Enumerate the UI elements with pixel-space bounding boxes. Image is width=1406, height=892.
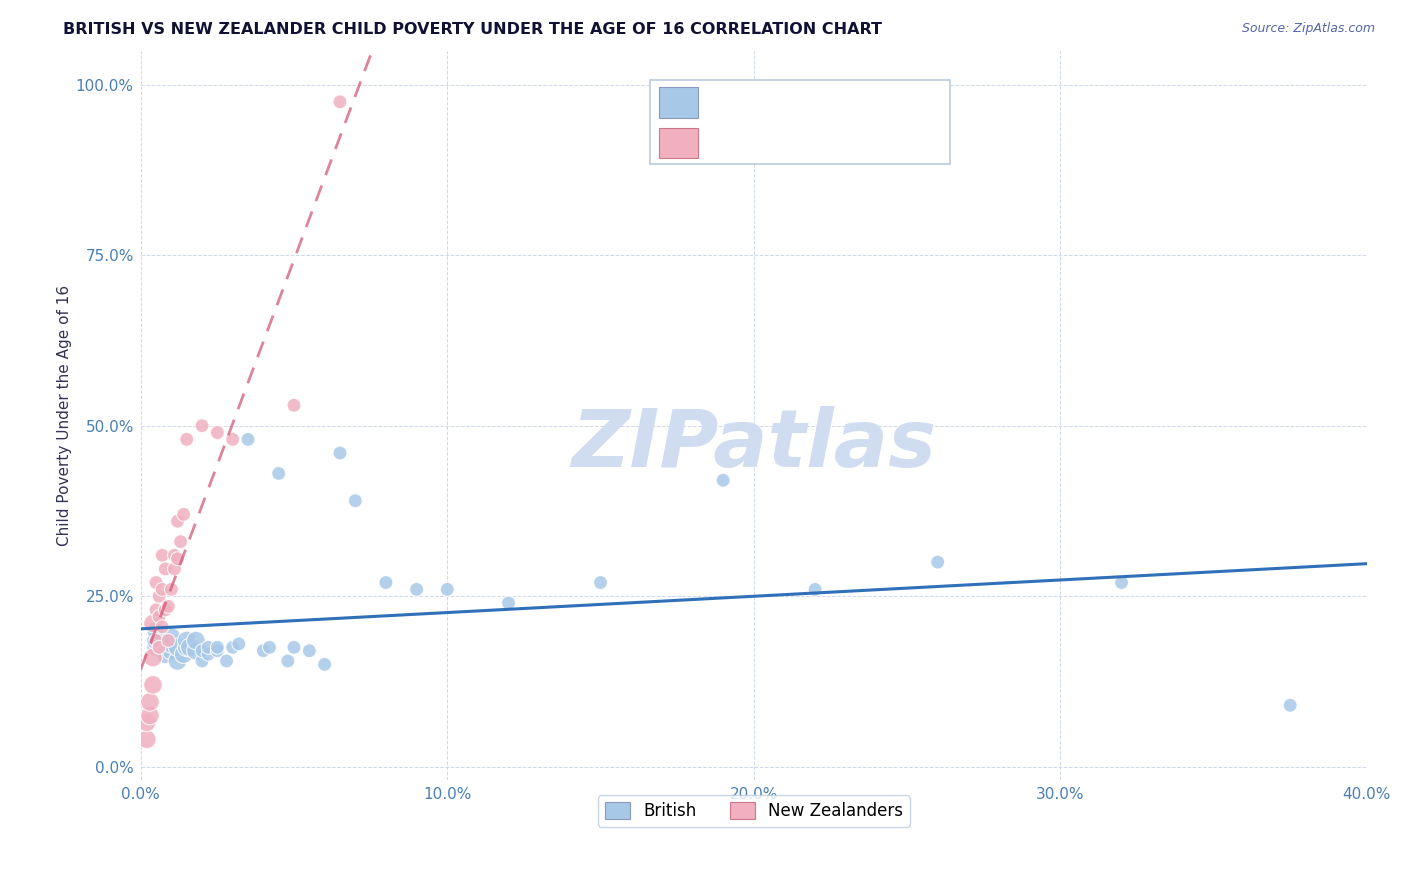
Point xyxy=(139,708,162,723)
Point xyxy=(176,433,198,447)
Text: Source: ZipAtlas.com: Source: ZipAtlas.com xyxy=(1241,22,1375,36)
Point xyxy=(375,575,398,590)
Point xyxy=(163,549,186,563)
Point xyxy=(329,95,352,109)
Point xyxy=(215,654,238,668)
Point xyxy=(191,644,214,658)
Point xyxy=(436,582,458,597)
Point xyxy=(163,562,186,576)
Point xyxy=(173,508,195,522)
Point xyxy=(259,640,281,655)
Point xyxy=(314,657,336,672)
Point xyxy=(252,644,274,658)
Point xyxy=(145,640,167,655)
Point xyxy=(166,654,188,668)
Point xyxy=(145,575,167,590)
Point xyxy=(184,633,207,648)
Point xyxy=(148,589,170,603)
Point xyxy=(150,549,173,563)
Point xyxy=(176,633,198,648)
Point xyxy=(155,562,177,576)
Point xyxy=(1279,698,1302,713)
Point xyxy=(498,596,520,610)
Point xyxy=(145,633,167,648)
Point xyxy=(148,640,170,655)
Point xyxy=(179,640,201,655)
Point xyxy=(166,514,188,528)
Point xyxy=(157,599,180,614)
Point xyxy=(283,640,305,655)
Point xyxy=(1111,575,1133,590)
Point xyxy=(173,647,195,661)
Point xyxy=(197,647,219,661)
Point xyxy=(221,640,243,655)
Point xyxy=(148,609,170,624)
Point xyxy=(160,630,183,644)
Point xyxy=(169,534,191,549)
Point xyxy=(160,582,183,597)
Point xyxy=(135,715,157,730)
Point xyxy=(329,446,352,460)
Point xyxy=(142,650,165,665)
Point xyxy=(277,654,299,668)
Point xyxy=(267,467,290,481)
Point xyxy=(145,633,167,648)
Point xyxy=(150,620,173,634)
Point xyxy=(207,644,229,658)
Point xyxy=(145,603,167,617)
Point xyxy=(176,640,198,655)
Point xyxy=(283,398,305,412)
Point xyxy=(298,644,321,658)
Point xyxy=(166,551,188,566)
Point xyxy=(145,624,167,638)
Point xyxy=(157,633,180,648)
Point xyxy=(927,555,949,569)
Point xyxy=(142,616,165,631)
Text: BRITISH VS NEW ZEALANDER CHILD POVERTY UNDER THE AGE OF 16 CORRELATION CHART: BRITISH VS NEW ZEALANDER CHILD POVERTY U… xyxy=(63,22,883,37)
Point xyxy=(191,418,214,433)
Point xyxy=(155,603,177,617)
Point xyxy=(344,493,367,508)
Point xyxy=(160,637,183,651)
Point xyxy=(184,644,207,658)
Y-axis label: Child Poverty Under the Age of 16: Child Poverty Under the Age of 16 xyxy=(58,285,72,546)
Point xyxy=(139,695,162,709)
Point xyxy=(160,644,183,658)
Point xyxy=(405,582,427,597)
Point xyxy=(155,647,177,661)
Point xyxy=(142,678,165,692)
Point xyxy=(236,433,259,447)
Point xyxy=(228,637,250,651)
Point xyxy=(191,654,214,668)
Point xyxy=(207,425,229,440)
Point xyxy=(207,640,229,655)
Text: ZIPatlas: ZIPatlas xyxy=(571,406,936,483)
Point xyxy=(711,473,734,487)
Point xyxy=(166,640,188,655)
Point xyxy=(221,433,243,447)
Point xyxy=(804,582,827,597)
Point xyxy=(589,575,612,590)
Point xyxy=(197,640,219,655)
Legend: British, New Zealanders: British, New Zealanders xyxy=(598,795,910,827)
Point xyxy=(135,732,157,747)
Point xyxy=(150,582,173,597)
